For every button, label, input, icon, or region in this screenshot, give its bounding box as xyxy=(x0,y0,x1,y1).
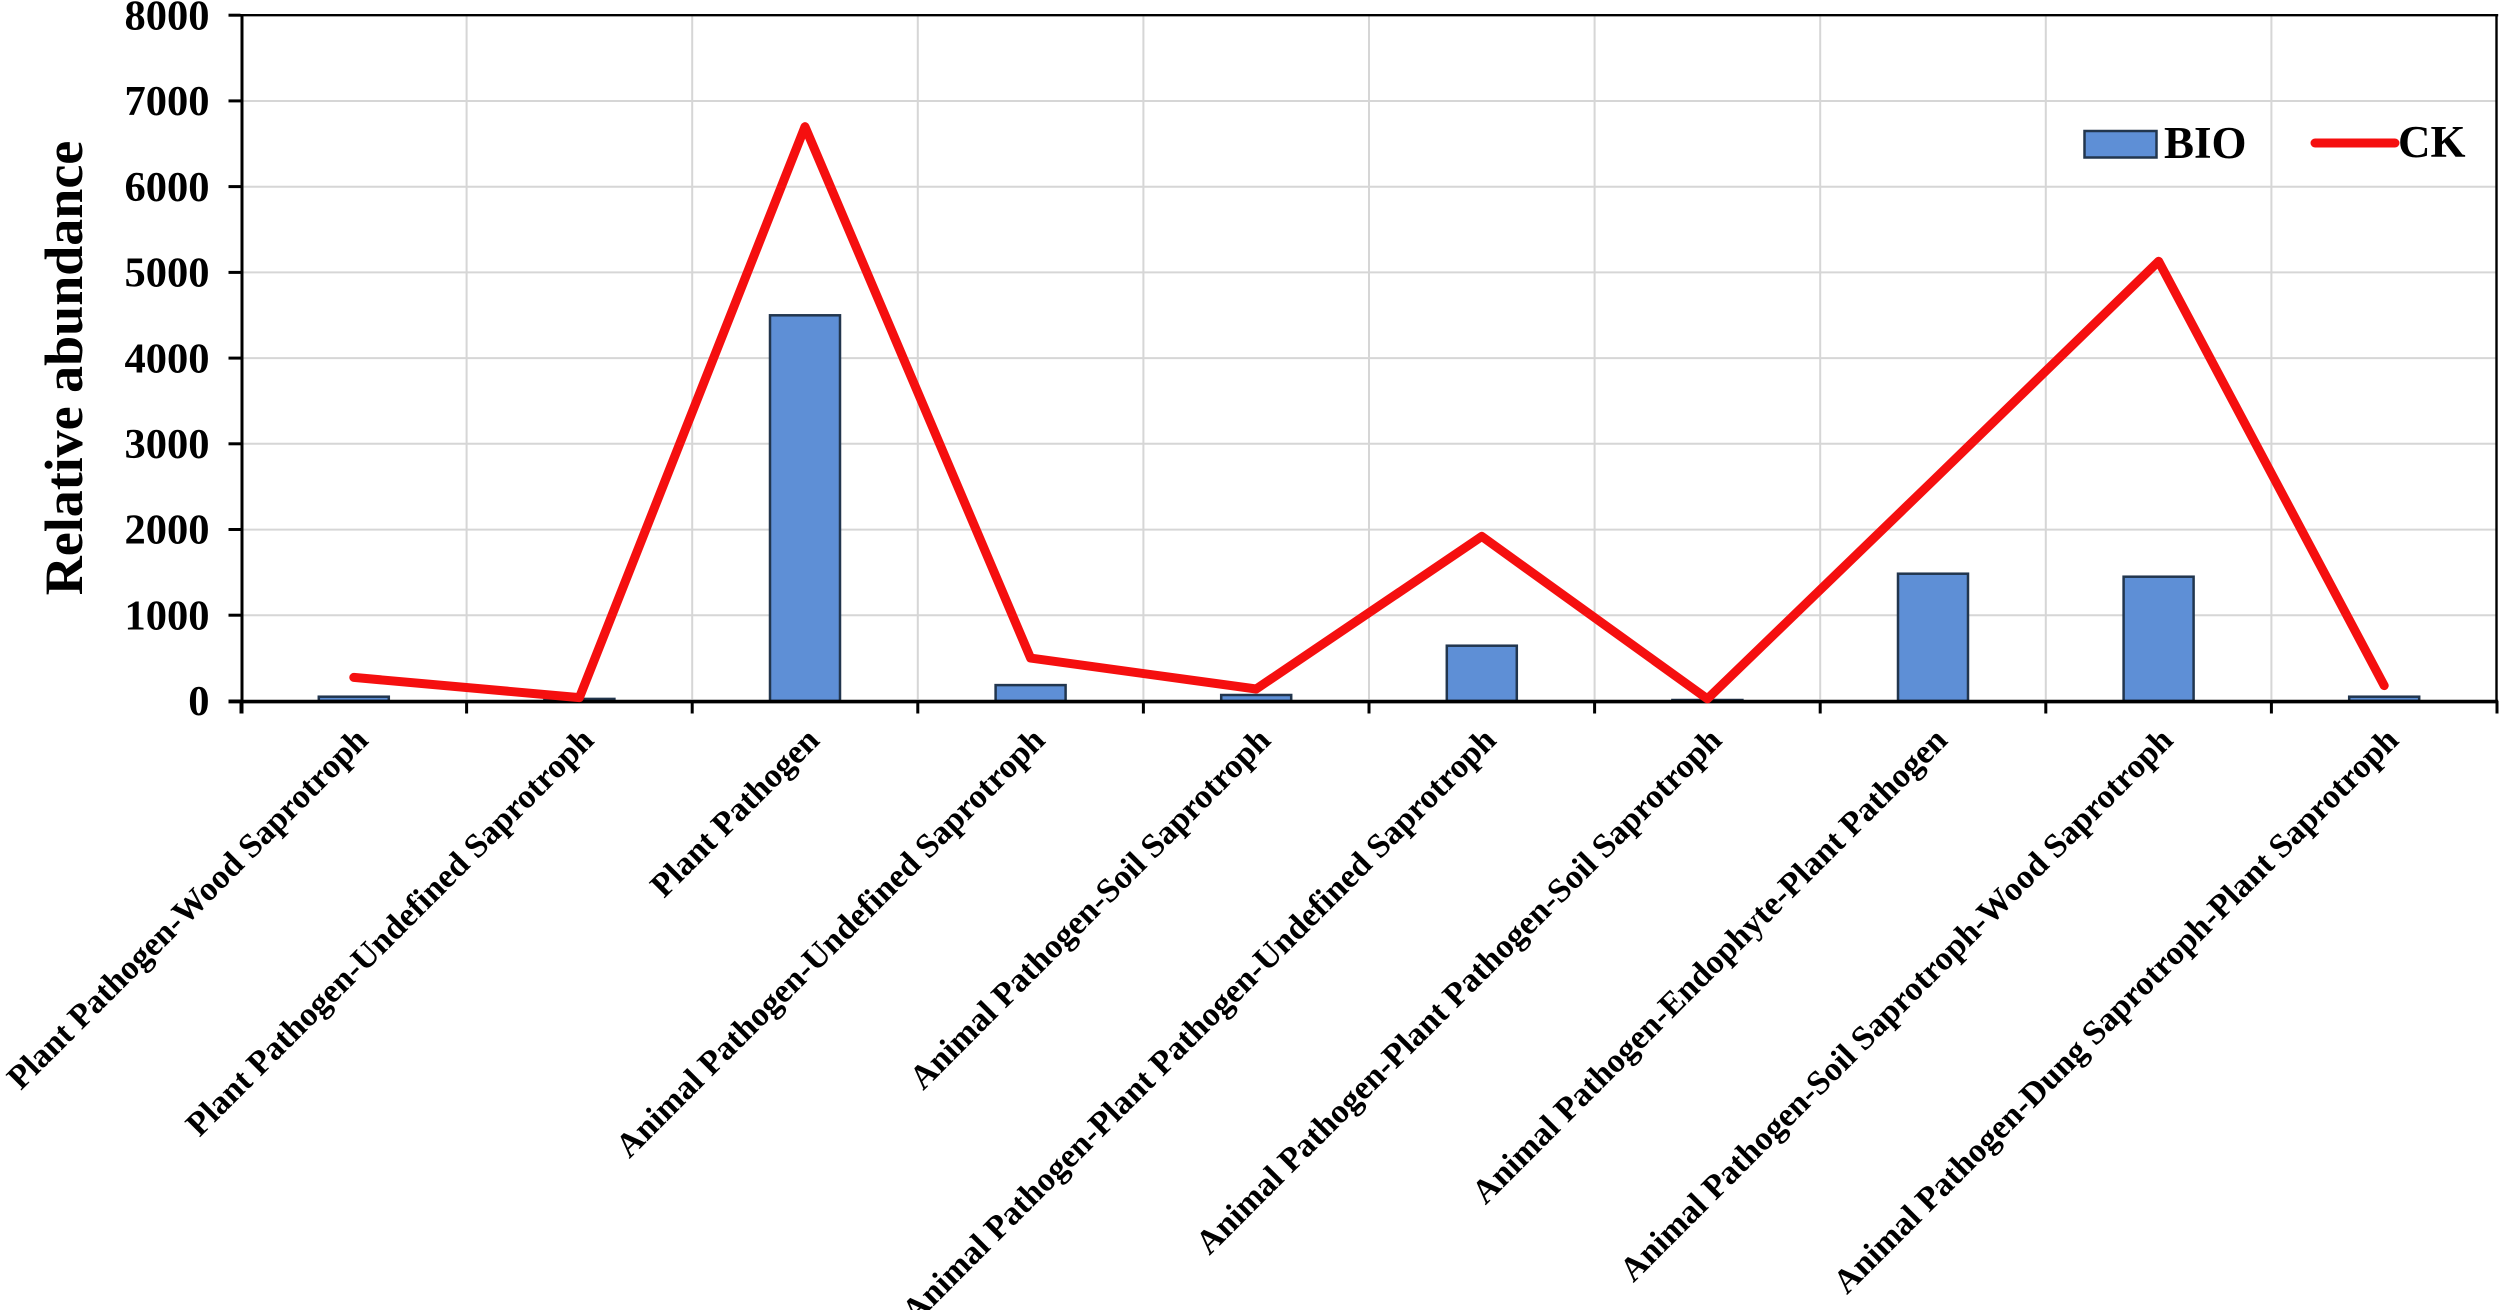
svg-text:4000: 4000 xyxy=(125,335,210,382)
svg-text:2000: 2000 xyxy=(125,507,210,554)
svg-text:BIO: BIO xyxy=(2164,118,2247,168)
svg-text:6000: 6000 xyxy=(125,164,210,211)
svg-text:7000: 7000 xyxy=(125,78,210,125)
svg-text:CK: CK xyxy=(2398,117,2466,167)
svg-text:8000: 8000 xyxy=(125,0,210,39)
svg-text:1000: 1000 xyxy=(125,592,210,639)
svg-text:Relative abundance: Relative abundance xyxy=(34,141,94,596)
svg-text:3000: 3000 xyxy=(125,421,210,468)
svg-text:5000: 5000 xyxy=(125,250,210,297)
svg-text:0: 0 xyxy=(188,678,209,725)
